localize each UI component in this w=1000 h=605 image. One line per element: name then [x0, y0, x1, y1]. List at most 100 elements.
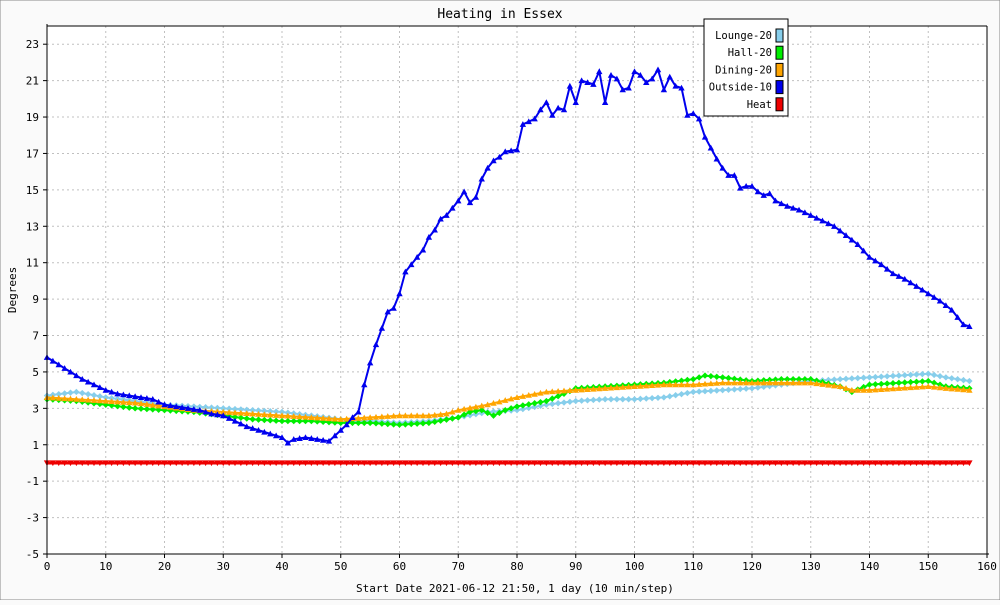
data-point	[343, 415, 350, 422]
legend-label-hall-20: Hall-20	[728, 47, 772, 59]
data-point	[190, 460, 198, 467]
data-point	[901, 460, 908, 467]
data-point	[431, 226, 438, 233]
data-point	[143, 460, 151, 467]
data-point	[778, 379, 785, 386]
data-point	[55, 361, 62, 368]
data-point	[102, 460, 109, 467]
data-point	[337, 460, 344, 467]
data-point	[725, 379, 732, 386]
data-point	[643, 460, 650, 467]
data-point	[778, 376, 785, 383]
data-point	[67, 389, 74, 396]
data-point	[819, 460, 826, 467]
data-point	[90, 397, 98, 403]
data-point	[243, 410, 250, 417]
data-point	[625, 84, 632, 91]
data-point	[537, 402, 544, 409]
data-point	[590, 385, 597, 392]
data-point	[325, 460, 333, 467]
data-point	[231, 460, 239, 467]
data-point	[648, 382, 656, 388]
data-point	[772, 197, 779, 204]
data-point	[772, 376, 779, 383]
data-point	[390, 421, 397, 428]
data-point	[296, 417, 303, 425]
data-point	[478, 406, 485, 414]
data-point	[137, 394, 145, 400]
data-point	[631, 68, 638, 75]
data-point	[402, 460, 409, 467]
data-point	[966, 323, 973, 329]
data-point	[384, 413, 391, 419]
data-point	[308, 460, 315, 467]
data-point	[784, 203, 791, 209]
data-point	[701, 388, 709, 395]
data-point	[795, 379, 803, 386]
data-point	[507, 147, 515, 154]
data-point	[954, 314, 961, 320]
data-point	[220, 408, 227, 415]
data-point	[231, 409, 239, 416]
data-point	[537, 389, 544, 396]
data-point	[126, 460, 133, 467]
data-point	[314, 414, 321, 421]
data-point	[278, 417, 286, 425]
data-point	[848, 460, 856, 467]
data-point	[766, 379, 773, 386]
series-outside-10	[43, 66, 973, 446]
y-tick-label: 11	[26, 257, 39, 270]
data-point	[55, 394, 62, 401]
data-point	[496, 460, 503, 467]
data-point	[437, 460, 444, 467]
data-point	[478, 175, 485, 182]
data-point	[554, 393, 562, 400]
data-point	[872, 386, 879, 393]
data-point	[525, 460, 532, 467]
data-point	[178, 460, 186, 467]
data-point	[490, 460, 497, 467]
data-point	[936, 297, 944, 304]
data-point	[214, 408, 221, 415]
data-point	[754, 460, 762, 467]
data-point	[731, 172, 738, 178]
data-point	[725, 374, 732, 382]
data-point	[678, 84, 685, 91]
data-point	[513, 394, 521, 400]
data-point	[237, 460, 245, 467]
data-point	[214, 411, 221, 418]
data-point	[613, 75, 621, 82]
data-point	[643, 79, 650, 86]
data-point	[120, 391, 127, 398]
data-point	[925, 290, 932, 297]
data-point	[361, 414, 368, 421]
data-point	[596, 385, 603, 392]
plot-area	[47, 26, 987, 554]
data-point	[296, 413, 303, 420]
data-point	[531, 115, 538, 122]
data-point	[149, 396, 156, 402]
data-point	[590, 396, 597, 404]
data-point	[948, 460, 955, 467]
data-point	[919, 378, 926, 385]
data-point	[79, 389, 86, 397]
data-point	[742, 379, 750, 386]
data-point	[895, 372, 903, 379]
data-point	[261, 411, 268, 418]
data-point	[425, 234, 433, 240]
data-point	[578, 460, 585, 467]
data-point	[925, 370, 932, 377]
data-point	[825, 376, 832, 384]
y-tick-label: 23	[26, 38, 39, 51]
data-point	[813, 380, 820, 387]
data-point	[126, 404, 133, 411]
data-point	[137, 460, 145, 467]
data-point	[243, 406, 250, 414]
data-point	[431, 418, 438, 426]
data-point	[490, 157, 497, 164]
data-point	[296, 435, 303, 441]
data-point	[102, 394, 109, 401]
data-point	[913, 378, 920, 385]
data-point	[842, 232, 850, 238]
